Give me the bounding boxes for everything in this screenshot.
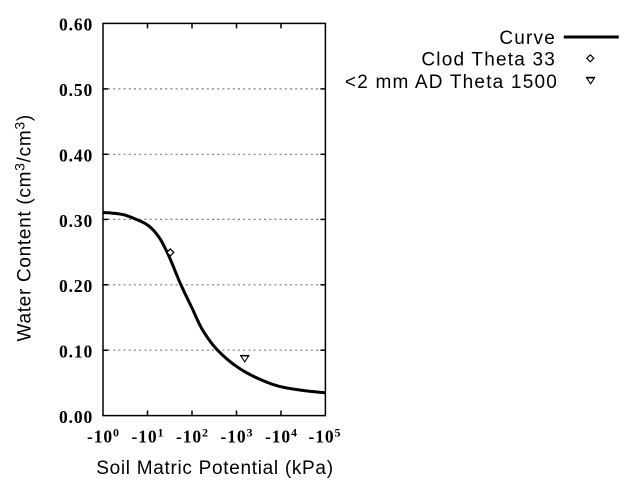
svg-text:Clod Theta 33: Clod Theta 33 [421,49,556,70]
svg-text:0.00: 0.00 [59,407,93,427]
svg-text:Curve: Curve [499,28,556,49]
svg-text:Soil Matric Potential (kPa): Soil Matric Potential (kPa) [96,458,333,479]
svg-text:<2 mm AD Theta 1500: <2 mm AD Theta 1500 [345,72,558,93]
svg-text:-105: -105 [308,426,340,447]
svg-text:-104: -104 [265,426,297,447]
svg-text:0.30: 0.30 [59,211,93,231]
svg-text:0.20: 0.20 [59,276,93,296]
svg-text:0.10: 0.10 [59,342,93,362]
svg-text:0.50: 0.50 [59,80,93,100]
svg-text:-103: -103 [220,426,252,447]
svg-text:Water Content (cm3/cm3): Water Content (cm3/cm3) [12,114,36,341]
svg-text:0.40: 0.40 [59,146,93,166]
svg-text:-101: -101 [131,426,163,447]
svg-text:-102: -102 [176,426,208,447]
svg-text:0.60: 0.60 [59,15,93,35]
svg-text:-100: -100 [87,426,119,447]
